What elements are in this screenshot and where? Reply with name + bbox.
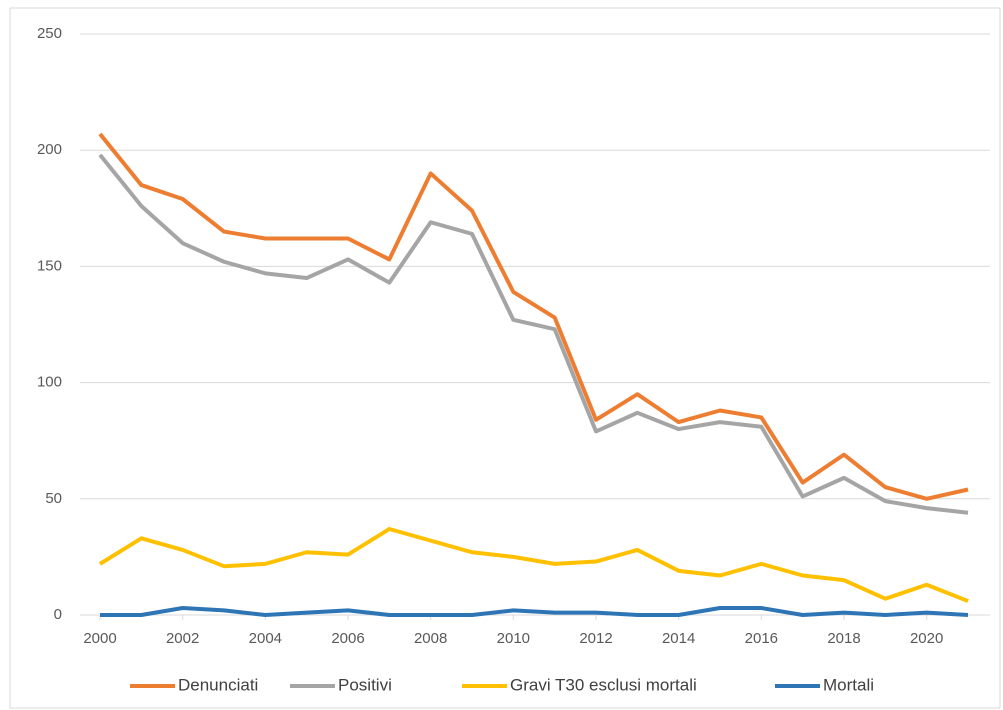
y-tick-label: 150 bbox=[37, 257, 62, 274]
x-tick-label: 2014 bbox=[662, 630, 695, 647]
x-tick-label: 2010 bbox=[497, 630, 530, 647]
x-tick-label: 2006 bbox=[331, 630, 364, 647]
series-line bbox=[98, 153, 969, 515]
y-tick-label: 50 bbox=[45, 490, 62, 507]
series-line bbox=[100, 606, 969, 617]
legend-label: Gravi T30 esclusi mortali bbox=[510, 675, 697, 694]
x-tick-label: 2008 bbox=[414, 630, 447, 647]
y-tick-label: 0 bbox=[54, 606, 62, 623]
x-tick-label: 2020 bbox=[910, 630, 943, 647]
x-tick-label: 2016 bbox=[745, 630, 778, 647]
x-tick-label: 2002 bbox=[166, 630, 199, 647]
legend-label: Mortali bbox=[823, 675, 874, 694]
x-tick-label: 2018 bbox=[827, 630, 860, 647]
x-tick-label: 2012 bbox=[579, 630, 612, 647]
x-tick-label: 2004 bbox=[249, 630, 282, 647]
y-tick-label: 200 bbox=[37, 141, 62, 158]
legend-label: Positivi bbox=[338, 675, 392, 694]
y-tick-label: 100 bbox=[37, 374, 62, 391]
chart-frame bbox=[9, 7, 1001, 709]
legend-label: Denunciati bbox=[178, 675, 258, 694]
y-tick-label: 250 bbox=[37, 25, 62, 42]
series-line bbox=[98, 132, 969, 501]
series-line bbox=[98, 527, 969, 603]
x-tick-label: 2000 bbox=[83, 630, 116, 647]
